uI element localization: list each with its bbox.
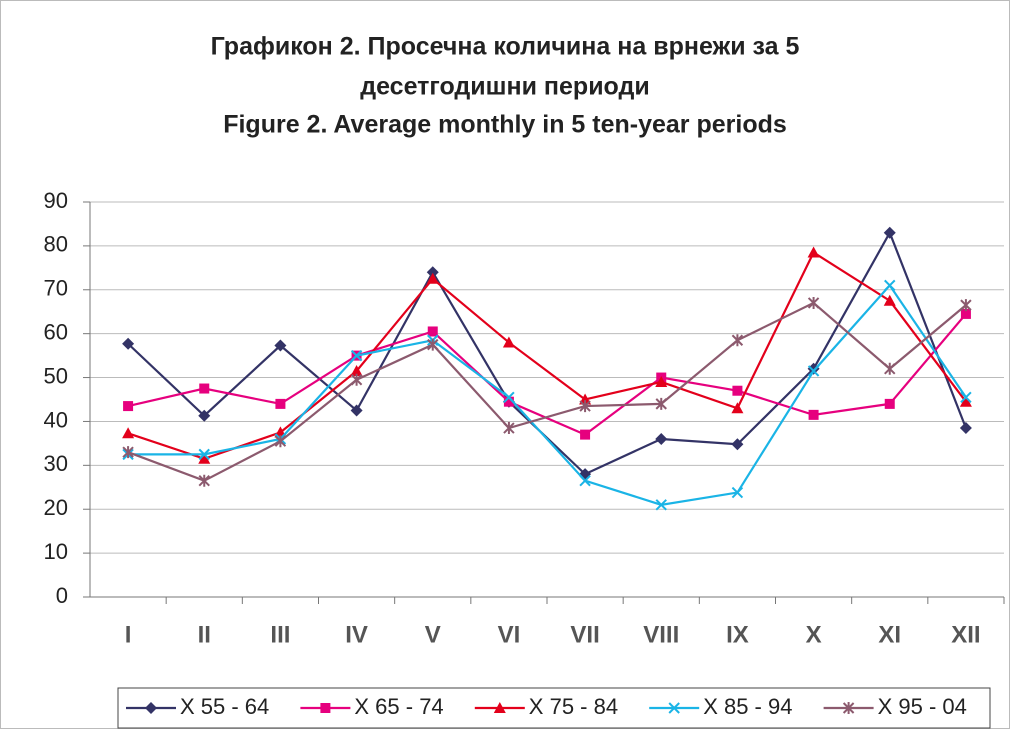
- y-tick-label: 80: [44, 232, 68, 257]
- marker: [503, 396, 514, 407]
- marker: [959, 395, 972, 407]
- legend-label: X 95 - 04: [878, 694, 967, 719]
- legend-label: X 75 - 84: [529, 694, 618, 719]
- x-tick-label: XII: [951, 621, 980, 648]
- marker: [123, 401, 134, 412]
- marker: [731, 334, 744, 347]
- marker: [808, 409, 819, 420]
- legend-label: X 65 - 74: [354, 694, 443, 719]
- marker: [807, 296, 820, 309]
- marker: [959, 422, 972, 435]
- marker: [731, 486, 744, 499]
- marker: [884, 398, 895, 409]
- marker: [493, 702, 506, 713]
- series-line: [128, 283, 967, 506]
- marker: [145, 702, 157, 714]
- marker: [807, 362, 820, 375]
- marker: [427, 326, 438, 337]
- marker: [960, 299, 972, 312]
- marker: [883, 226, 896, 239]
- marker: [427, 338, 439, 351]
- y-tick-label: 90: [44, 188, 68, 213]
- y-tick-label: 40: [44, 407, 68, 432]
- marker: [807, 365, 820, 377]
- marker: [732, 385, 743, 396]
- x-tick-label: X: [806, 621, 822, 648]
- x-tick-label: III: [270, 621, 290, 648]
- x-tick-label: VI: [498, 621, 521, 648]
- legend-label: X 85 - 94: [703, 694, 792, 719]
- marker: [350, 373, 363, 386]
- series-line: [127, 250, 967, 460]
- marker: [579, 400, 591, 413]
- marker: [198, 409, 211, 422]
- marker: [731, 438, 744, 451]
- marker: [668, 702, 680, 714]
- series-line: [127, 301, 967, 482]
- marker: [350, 364, 363, 376]
- marker: [198, 452, 211, 464]
- marker: [655, 375, 668, 387]
- y-tick-label: 70: [44, 276, 68, 301]
- y-tick-label: 20: [44, 495, 68, 520]
- x-tick-label: IV: [345, 621, 368, 648]
- y-tick-label: 0: [56, 583, 68, 608]
- marker: [274, 339, 287, 352]
- marker: [275, 398, 286, 409]
- marker: [842, 702, 855, 714]
- marker: [655, 433, 668, 445]
- marker: [199, 383, 210, 394]
- x-tick-label: VII: [570, 621, 599, 648]
- marker: [655, 499, 667, 511]
- marker: [503, 391, 515, 404]
- y-tick-label: 10: [44, 539, 68, 564]
- chart-title-en: Figure 2. Average monthly in 5 ten-year …: [223, 111, 787, 139]
- marker: [960, 391, 972, 404]
- chart-subtitle: десетгодишни периоди: [360, 73, 650, 101]
- marker: [502, 336, 515, 348]
- marker: [426, 272, 439, 284]
- marker: [960, 308, 971, 319]
- x-tick-label: VIII: [643, 621, 679, 648]
- marker: [320, 703, 331, 713]
- marker: [579, 474, 591, 487]
- y-tick-label: 30: [44, 451, 68, 476]
- marker: [122, 427, 135, 439]
- marker: [122, 337, 135, 350]
- x-tick-label: II: [198, 621, 211, 648]
- marker: [883, 294, 896, 306]
- marker: [198, 448, 210, 461]
- x-tick-label: V: [425, 621, 441, 648]
- x-tick-label: I: [125, 621, 132, 648]
- marker: [580, 429, 591, 440]
- marker: [884, 362, 896, 375]
- marker: [807, 246, 820, 258]
- marker: [884, 279, 896, 292]
- y-tick-label: 60: [44, 319, 68, 344]
- marker: [655, 397, 667, 410]
- chart-title: Графикон 2. Просечна количина на врнежи …: [211, 33, 800, 61]
- x-tick-label: XI: [878, 621, 901, 648]
- marker: [350, 349, 363, 362]
- marker: [198, 474, 210, 487]
- y-tick-label: 50: [44, 363, 68, 388]
- marker: [122, 446, 134, 459]
- marker: [731, 402, 744, 414]
- legend-label: X 55 - 64: [180, 694, 269, 719]
- marker: [426, 266, 439, 279]
- marker: [274, 435, 287, 448]
- marker: [350, 404, 363, 417]
- x-tick-label: IX: [726, 621, 749, 648]
- marker: [503, 422, 515, 435]
